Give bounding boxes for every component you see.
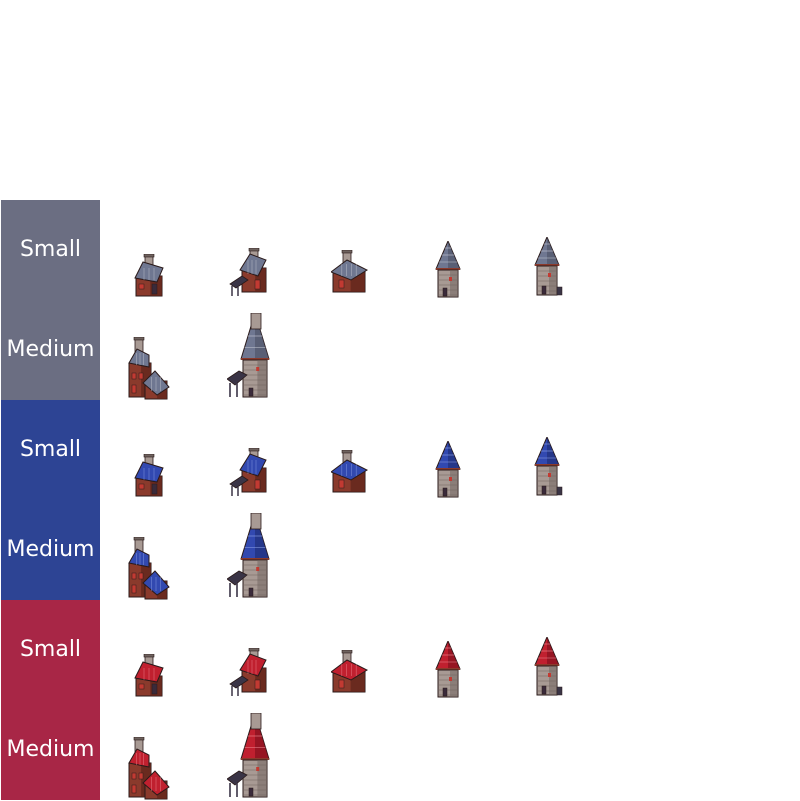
blue-tower-short-sprite xyxy=(435,441,461,498)
row-label-small: Small xyxy=(19,237,82,262)
blue-cottage-porch-sprite xyxy=(229,448,267,496)
gray-house-large-sprite xyxy=(128,337,170,400)
red-tower-porch-sprite xyxy=(227,713,270,798)
gray-tower-porch-sprite xyxy=(227,313,270,398)
row-label-small: Small xyxy=(19,437,82,462)
blue-cottage-sprite xyxy=(134,454,164,497)
red-tower-short-sprite xyxy=(435,641,461,698)
blue-building-set: Small Medium xyxy=(0,400,800,600)
red-shed-sprite xyxy=(331,650,369,693)
row-label-small: Small xyxy=(19,637,82,662)
blue-tower-tall-sprite xyxy=(534,437,563,496)
gray-tower-short-sprite xyxy=(435,241,461,298)
blue-house-large-sprite xyxy=(128,537,170,600)
red-building-set: Small Medium xyxy=(0,600,800,800)
row-label-medium: Medium xyxy=(6,537,95,562)
red-cottage-porch-sprite xyxy=(229,648,267,696)
row-label-medium: Medium xyxy=(6,337,95,362)
gray-cottage-porch-sprite xyxy=(229,248,267,296)
gray-tower-tall-sprite xyxy=(534,237,563,296)
red-house-large-sprite xyxy=(128,737,170,800)
blue-shed-sprite xyxy=(331,450,369,493)
blue-label-band xyxy=(1,400,100,600)
gray-label-band xyxy=(1,200,100,400)
gray-shed-sprite xyxy=(331,250,369,293)
red-tower-tall-sprite xyxy=(534,637,563,696)
red-label-band xyxy=(1,600,100,800)
gray-building-set: Small Medium xyxy=(0,200,800,400)
row-label-medium: Medium xyxy=(6,737,95,762)
blue-tower-porch-sprite xyxy=(227,513,270,598)
red-cottage-sprite xyxy=(134,654,164,697)
gray-cottage-sprite xyxy=(134,254,164,297)
